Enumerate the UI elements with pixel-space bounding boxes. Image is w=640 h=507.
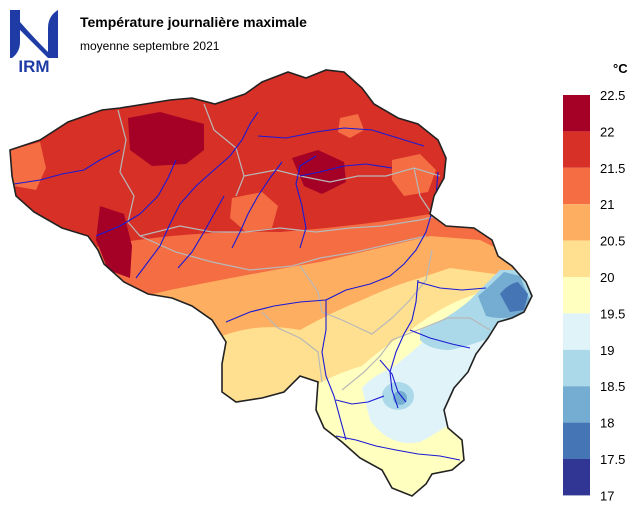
zone-21-21-5-campine — [338, 114, 364, 138]
zone-22-22-5-west — [128, 112, 204, 166]
river-demer — [299, 163, 393, 177]
province-line-limburg — [413, 167, 433, 215]
logo-mark-right — [48, 10, 58, 58]
province-line-flanders-west — [117, 109, 141, 237]
zone-21-21-5-coast — [10, 142, 46, 190]
map-subtitle: moyenne septembre 2021 — [80, 39, 220, 53]
river-sambre — [225, 299, 327, 323]
river-ourthe — [389, 279, 419, 409]
province-line-antwerp — [243, 167, 441, 183]
river-albert-canal — [257, 127, 425, 147]
province-line-brabant — [139, 215, 439, 237]
river-yser — [13, 149, 121, 185]
logo-mark-left — [10, 10, 20, 58]
logo-mark-swoosh — [20, 22, 48, 58]
zone-21-21-5-brussels — [230, 192, 278, 232]
river-meuse — [321, 171, 439, 441]
province-line-namur — [299, 249, 433, 335]
zone-18-hills — [393, 391, 407, 405]
legend-unit: °C — [613, 61, 628, 76]
rivers — [13, 111, 487, 461]
province-boundaries — [117, 103, 491, 391]
river-senne — [231, 161, 283, 249]
zone-21-21-5-north — [392, 154, 436, 196]
temperature-field — [10, 70, 532, 496]
zone-17-5-18 — [500, 282, 528, 312]
river-ourthe-basin — [379, 359, 407, 403]
river-scheldt — [135, 111, 259, 279]
river-amblève — [409, 329, 471, 349]
irm-logo: IRM — [10, 10, 58, 74]
province-line-region — [139, 235, 427, 271]
river-dender — [177, 195, 225, 269]
map-title: Température journalière maximale — [80, 14, 307, 30]
river-vesdre — [417, 281, 487, 291]
river-semois — [335, 435, 461, 461]
logo-text: IRM — [18, 57, 49, 74]
province-line-luxembourg — [341, 317, 491, 391]
river-lesse — [335, 395, 385, 405]
river-lys — [95, 159, 177, 237]
province-line-hainaut-namur — [261, 311, 323, 383]
river-dijle — [295, 155, 317, 249]
